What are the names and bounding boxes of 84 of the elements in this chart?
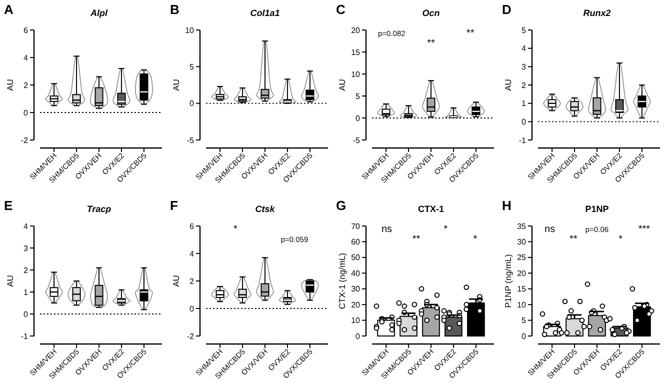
y-axis-title: AU: [5, 79, 15, 91]
y-tick-label: 10: [185, 26, 195, 35]
y-tick-label: 5: [356, 92, 361, 101]
text: C: [336, 2, 346, 17]
y-tick-label: 30: [351, 284, 361, 294]
text: G: [336, 198, 346, 213]
y-tick-label: 10: [517, 300, 527, 310]
y-tick-label: 0: [24, 310, 29, 319]
y-tick-label: 5: [190, 62, 195, 72]
y-tick-label: 2: [190, 276, 195, 286]
y-tick-label: -1: [518, 136, 527, 145]
y-tick-label: 50: [351, 253, 361, 262]
y-tick-label: 10: [351, 316, 361, 326]
y-tick-label: 2: [24, 266, 29, 275]
chart-title: Col1a1: [250, 8, 280, 18]
annotation: ns: [544, 224, 556, 235]
y-tick-label: 0: [356, 332, 361, 341]
annotation: ns: [381, 224, 392, 235]
y-tick-label: 0: [24, 108, 29, 118]
y-tick-label: 1: [522, 99, 527, 108]
y-tick-label: 10: [351, 70, 361, 79]
y-tick-label: 15: [517, 284, 527, 294]
y-tick-label: 20: [351, 300, 361, 310]
annotation: **: [412, 234, 420, 245]
chart-title: Ocn: [422, 8, 440, 18]
annotation: ***: [638, 224, 650, 235]
y-tick-label: 3: [24, 244, 29, 253]
y-tick-label: 5: [522, 316, 527, 326]
y-tick-label: 4: [24, 53, 29, 62]
y-tick-label: 2: [24, 80, 29, 90]
annotation: *: [473, 234, 478, 245]
y-axis-title: AU: [171, 79, 181, 91]
y-tick-label: 25: [517, 253, 527, 262]
chart-title: Tracp: [86, 204, 112, 214]
text: B: [170, 2, 180, 17]
chart-title: Ctsk: [255, 204, 276, 214]
annotation: *: [618, 234, 623, 245]
annotation: *: [234, 224, 238, 235]
y-axis-title: AU: [503, 79, 513, 91]
y-tick-label: 0: [522, 332, 527, 341]
y-tick-label: 0: [190, 304, 195, 314]
y-tick-label: 0: [190, 99, 195, 108]
text: A: [4, 2, 14, 17]
y-tick-label: 2: [522, 80, 527, 90]
y-tick-label: -5: [186, 136, 195, 145]
y-tick-label: 6: [24, 26, 29, 35]
y-axis-title: AU: [5, 275, 15, 287]
chart-title: P1NP: [585, 204, 609, 214]
y-axis-title: CTX-1 (ng/mL): [337, 252, 347, 310]
y-tick-label: 35: [517, 222, 527, 231]
y-tick-label: 1: [24, 288, 29, 297]
annotation: **: [466, 28, 474, 39]
y-axis-title: P1NP (ng/mL): [503, 254, 513, 308]
chart-title: Alpl: [90, 8, 108, 18]
y-tick-label: 15: [351, 48, 361, 57]
y-tick-label: 4: [190, 249, 195, 258]
annotation: *: [444, 224, 448, 235]
y-tick-label: 4: [24, 222, 29, 231]
y-tick-label: 4: [522, 44, 527, 54]
text: F: [170, 198, 178, 213]
annotation: **: [570, 234, 578, 245]
y-tick-label: 5: [522, 26, 527, 35]
y-tick-label: 60: [351, 238, 361, 247]
y-tick-label: 3: [522, 62, 527, 72]
y-tick-label: 70: [351, 222, 361, 231]
y-tick-label: 6: [190, 222, 195, 231]
y-tick-label: 0: [356, 114, 361, 123]
y-axis-title: AU: [337, 79, 347, 91]
y-tick-label: 20: [517, 268, 527, 278]
y-tick-label: -2: [20, 136, 29, 145]
y-tick-label: -1: [20, 332, 29, 341]
y-tick-label: 30: [517, 238, 527, 247]
y-tick-label: 40: [351, 268, 361, 278]
text: E: [4, 198, 13, 213]
y-axis-title: AU: [171, 275, 181, 287]
chart-title: CTX-1: [418, 204, 444, 214]
y-tick-label: -2: [186, 332, 195, 341]
y-tick-label: 0: [522, 117, 527, 126]
annotation: **: [427, 38, 435, 49]
text: D: [502, 2, 512, 17]
y-tick-label: 20: [351, 26, 361, 35]
y-tick-label: -5: [352, 136, 361, 145]
chart-title: Runx2: [583, 8, 611, 18]
text: H: [502, 198, 512, 213]
